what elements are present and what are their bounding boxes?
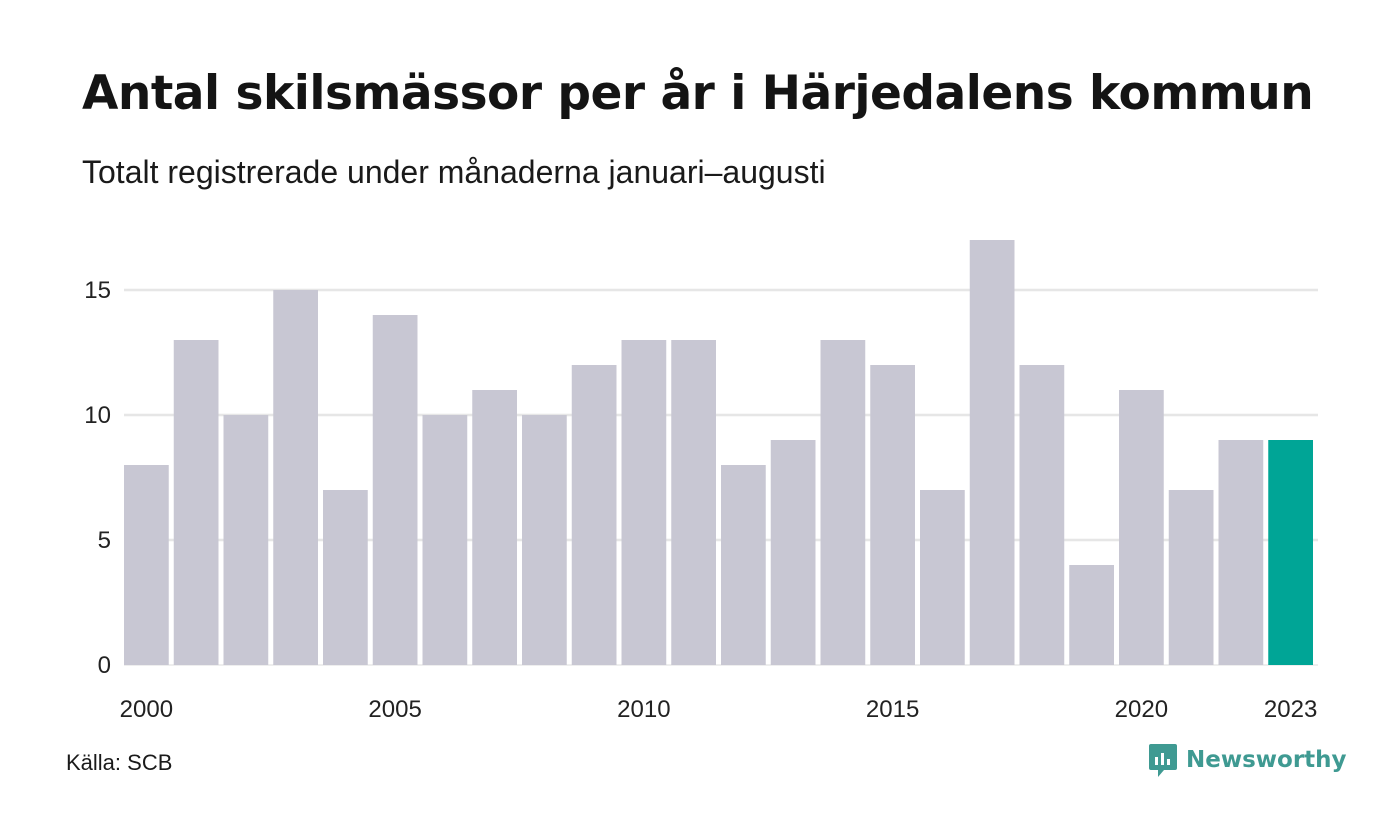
x-tick-label: 2000 — [120, 696, 173, 723]
x-tick-label: 2023 — [1264, 696, 1317, 723]
y-tick-label: 5 — [98, 527, 111, 554]
bar-2007 — [472, 390, 517, 665]
brand-name: Newsworthy — [1186, 747, 1347, 773]
bar-2009 — [571, 365, 617, 665]
source-note: Källa: SCB — [66, 750, 173, 775]
x-tick-label: 2015 — [866, 696, 919, 723]
bar-2021 — [1168, 490, 1214, 665]
bar-2003 — [273, 290, 318, 665]
bar-2004 — [323, 490, 368, 665]
bar-2002 — [223, 415, 269, 665]
bar-2022 — [1218, 440, 1264, 665]
bar-2001 — [173, 340, 219, 665]
bar-2006 — [422, 415, 468, 665]
chart-subtitle: Totalt registrerade under månaderna janu… — [82, 154, 826, 190]
bars — [124, 240, 1313, 665]
x-tick-label: 2010 — [617, 696, 670, 723]
newsworthy-logo: Newsworthy — [1148, 742, 1347, 778]
bar-2019 — [1069, 565, 1114, 665]
bar-2016 — [920, 490, 965, 665]
y-tick-label: 10 — [84, 402, 111, 429]
newsworthy-icon — [1149, 744, 1177, 777]
x-tick-label: 2020 — [1115, 696, 1168, 723]
bar-2018 — [1019, 365, 1065, 665]
bar-2010 — [621, 340, 667, 665]
bar-2000 — [124, 465, 169, 665]
bar-2008 — [522, 415, 567, 665]
x-tick-label: 2005 — [368, 696, 421, 723]
bar-2023 — [1268, 440, 1313, 665]
bar-2017 — [969, 240, 1015, 665]
bar-2012 — [721, 465, 766, 665]
bar-2014 — [820, 340, 866, 665]
bar-2011 — [671, 340, 716, 665]
bar-2013 — [770, 440, 816, 665]
y-axis-ticks: 0 5 10 15 — [84, 277, 111, 679]
x-axis-ticks: 2000 2005 2010 2015 2020 2023 — [120, 696, 1318, 723]
bar-2020 — [1119, 390, 1164, 665]
y-tick-label: 15 — [84, 277, 111, 304]
chart-title: Antal skilsmässor per år i Härjedalens k… — [82, 66, 1314, 121]
bar-2005 — [372, 315, 418, 665]
bar-2015 — [870, 365, 915, 665]
y-tick-label: 0 — [98, 652, 111, 679]
